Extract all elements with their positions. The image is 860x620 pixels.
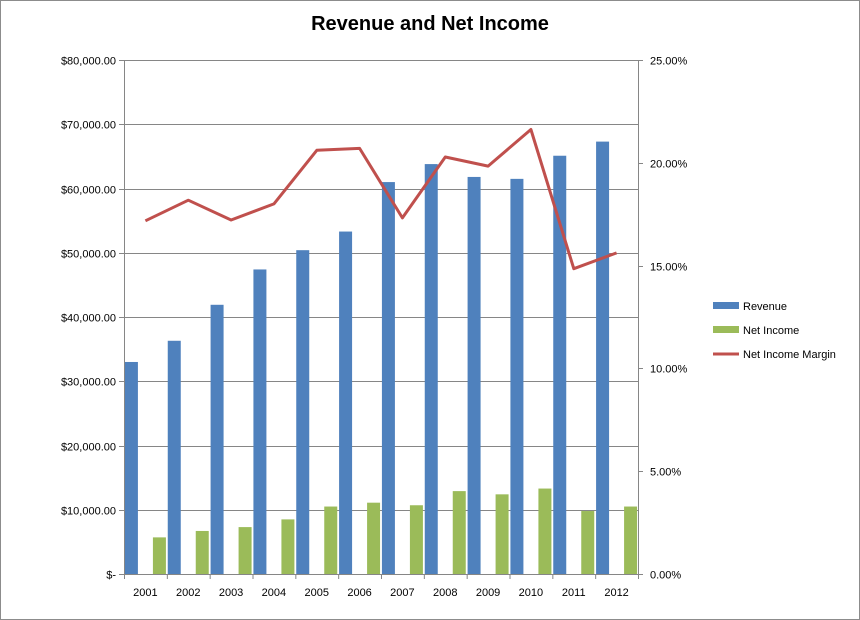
net-income-bar: [581, 511, 595, 574]
revenue-bar: [296, 250, 310, 574]
left-axis-tick-label: $80,000.00: [61, 56, 116, 68]
revenue-bar: [424, 164, 438, 574]
x-axis-tick-label: 2006: [347, 587, 371, 599]
x-axis-tick-label: 2002: [176, 587, 200, 599]
revenue-bar: [124, 361, 138, 574]
net-income-bar: [324, 506, 338, 574]
x-axis-tick-label: 2009: [476, 587, 500, 599]
legend: Revenue Net Income Net Income Margin: [713, 301, 836, 361]
right-axis-tick-label: 25.00%: [650, 56, 688, 68]
revenue-bar: [381, 182, 395, 574]
legend-swatch: [713, 326, 739, 333]
x-axis-tick-label: 2007: [390, 587, 414, 599]
x-axis-tick-label: 2005: [305, 587, 329, 599]
legend-label: Net Income: [743, 325, 799, 337]
x-axis-tick-label: 2004: [262, 587, 286, 599]
left-axis-tick-label: $50,000.00: [61, 249, 116, 261]
chart-title: Revenue and Net Income: [311, 13, 549, 35]
left-axis-tick-label: $30,000.00: [61, 377, 116, 389]
left-axis-tick-label: $70,000.00: [61, 120, 116, 132]
net-income-bar: [452, 491, 466, 574]
net-income-bar: [195, 530, 209, 574]
revenue-bar: [510, 178, 524, 575]
revenue-bar: [167, 340, 181, 574]
revenue-bar: [339, 231, 353, 575]
legend-swatch: [713, 302, 739, 309]
net-income-bar: [624, 506, 638, 574]
right-axis-tick-label: 0.00%: [650, 570, 681, 582]
revenue-bar: [596, 141, 610, 574]
x-axis-tick-label: 2010: [519, 587, 543, 599]
x-axis-tick-label: 2012: [604, 587, 628, 599]
left-axis-tick-label: $60,000.00: [61, 185, 116, 197]
right-axis-tick-label: 10.00%: [650, 364, 688, 376]
revenue-bar: [553, 155, 567, 575]
revenue-bar: [467, 176, 481, 574]
net-income-bar: [367, 502, 381, 574]
x-axis-tick-label: 2011: [562, 587, 586, 599]
legend-label: Revenue: [743, 301, 787, 313]
net-income-bar: [538, 488, 552, 574]
left-axis-tick-label: $20,000.00: [61, 442, 116, 454]
line-series: [144, 128, 618, 271]
x-axis-tick-label: 2003: [219, 587, 243, 599]
right-axis-tick-label: 15.00%: [650, 262, 688, 274]
axes: $- $10,000.00 $20,000.00 $30,000.00 $40,000.…: [61, 56, 688, 600]
revenue-bar: [253, 269, 267, 574]
net-income-bar: [281, 519, 295, 574]
x-axis-tick-label: 2001: [133, 587, 157, 599]
net-income-margin-line: [144, 128, 618, 271]
legend-label: Net Income Margin: [743, 349, 836, 361]
net-income-bar: [409, 505, 423, 574]
gridlines: [124, 60, 638, 511]
left-axis-tick-label: $-: [106, 570, 116, 582]
right-axis-tick-label: 5.00%: [650, 467, 681, 479]
revenue-bar: [210, 304, 224, 574]
x-axis-tick-label: 2008: [433, 587, 457, 599]
net-income-bar: [495, 494, 509, 574]
net-income-bar: [238, 527, 252, 574]
left-axis-tick-label: $10,000.00: [61, 506, 116, 518]
bar-series: [124, 141, 638, 575]
right-axis-tick-label: 20.00%: [650, 159, 688, 171]
left-axis-tick-label: $40,000.00: [61, 313, 116, 325]
net-income-bar: [152, 537, 166, 574]
